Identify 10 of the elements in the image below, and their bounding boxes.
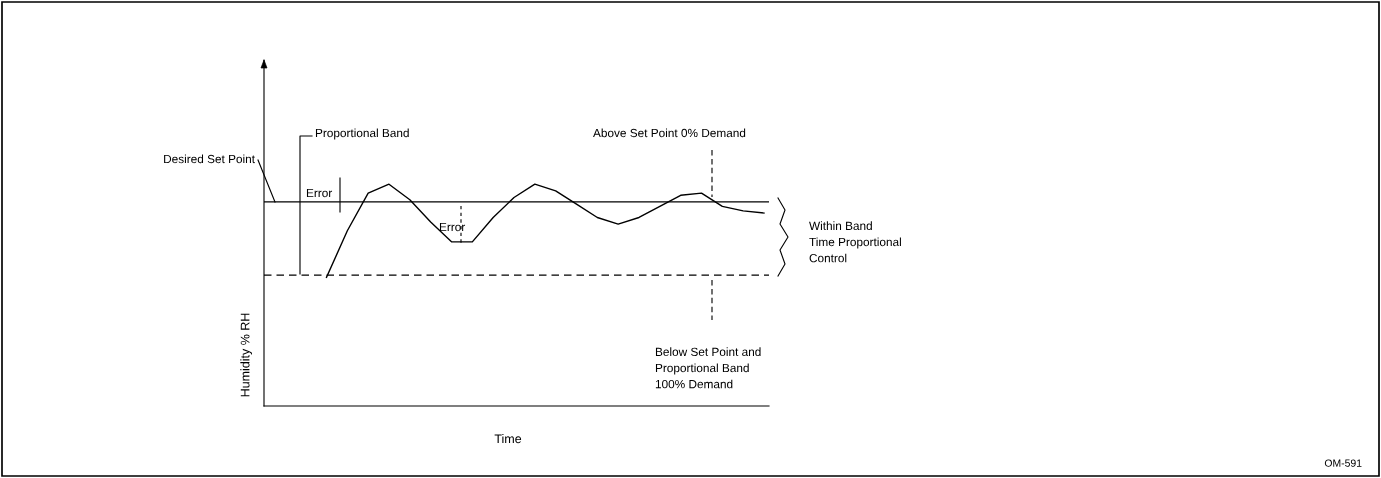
x-axis-title: Time <box>494 434 522 444</box>
text: Desired Set Point <box>164 154 255 164</box>
text: Proportional Band <box>315 128 409 140</box>
annotation: Below Set Point and Proportional Band 100% Demand <box>655 347 761 389</box>
text: OM-591 <box>1324 459 1362 467</box>
text: Within Band Time Proportional Control <box>809 221 901 263</box>
y-axis-title: Humidity % RH <box>240 313 252 397</box>
text: Above Set Point 0% Demand <box>593 128 746 138</box>
annotation: Error <box>306 188 333 198</box>
annotation: Error <box>439 222 466 232</box>
